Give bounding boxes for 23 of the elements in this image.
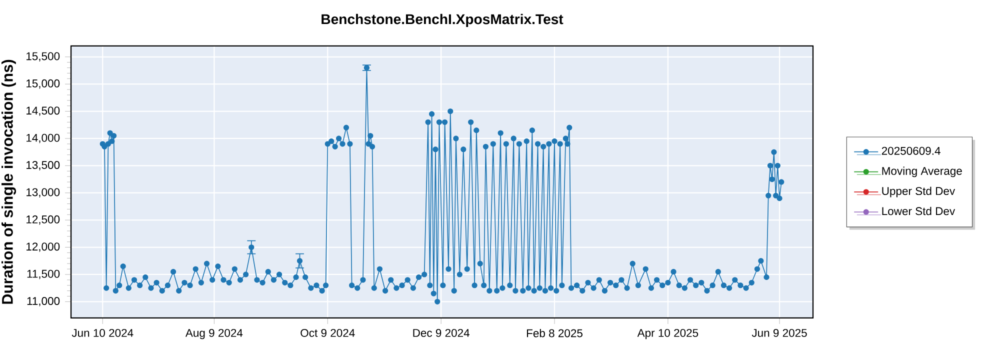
- y-tick-label: 11,000: [27, 297, 60, 306]
- y-tick-label: 14,000: [26, 134, 60, 144]
- x-tick-label: Apr 10 2025: [637, 328, 698, 340]
- y-tick-label: 11,500: [27, 270, 60, 280]
- x-tick-label: Jun 9 2025: [752, 328, 807, 337]
- chart-title: Benchstone.BenchI.XposMatrix.Test: [322, 14, 564, 27]
- y-tick-label: 13,000: [26, 188, 60, 198]
- x-tick-label: Jun 10 2024: [72, 328, 134, 337]
- y-tick-label: 15,500: [26, 52, 60, 62]
- y-tick-label: 15,000: [26, 79, 60, 89]
- y-tick-label: 12,000: [26, 242, 60, 252]
- x-tick-label: Dec 9 2024: [413, 328, 470, 337]
- y-axis-title: Duration of single invocation (ns): [2, 60, 16, 304]
- y-tick-label: 12,500: [26, 215, 60, 225]
- x-tick-label: Feb 8 2025: [526, 328, 582, 338]
- y-tick-label: 14,500: [26, 106, 60, 116]
- legend-label: 20250609.4: [882, 146, 940, 155]
- legend-label: Lower Std Dev: [882, 206, 956, 216]
- x-tick-label: Aug 9 2024: [185, 328, 243, 340]
- legend-label: Upper Std Dev: [882, 186, 956, 198]
- y-tick-label: 13,500: [26, 161, 60, 170]
- legend-label: Moving Average: [882, 166, 962, 178]
- x-tick-label: Oct 9 2024: [300, 328, 355, 337]
